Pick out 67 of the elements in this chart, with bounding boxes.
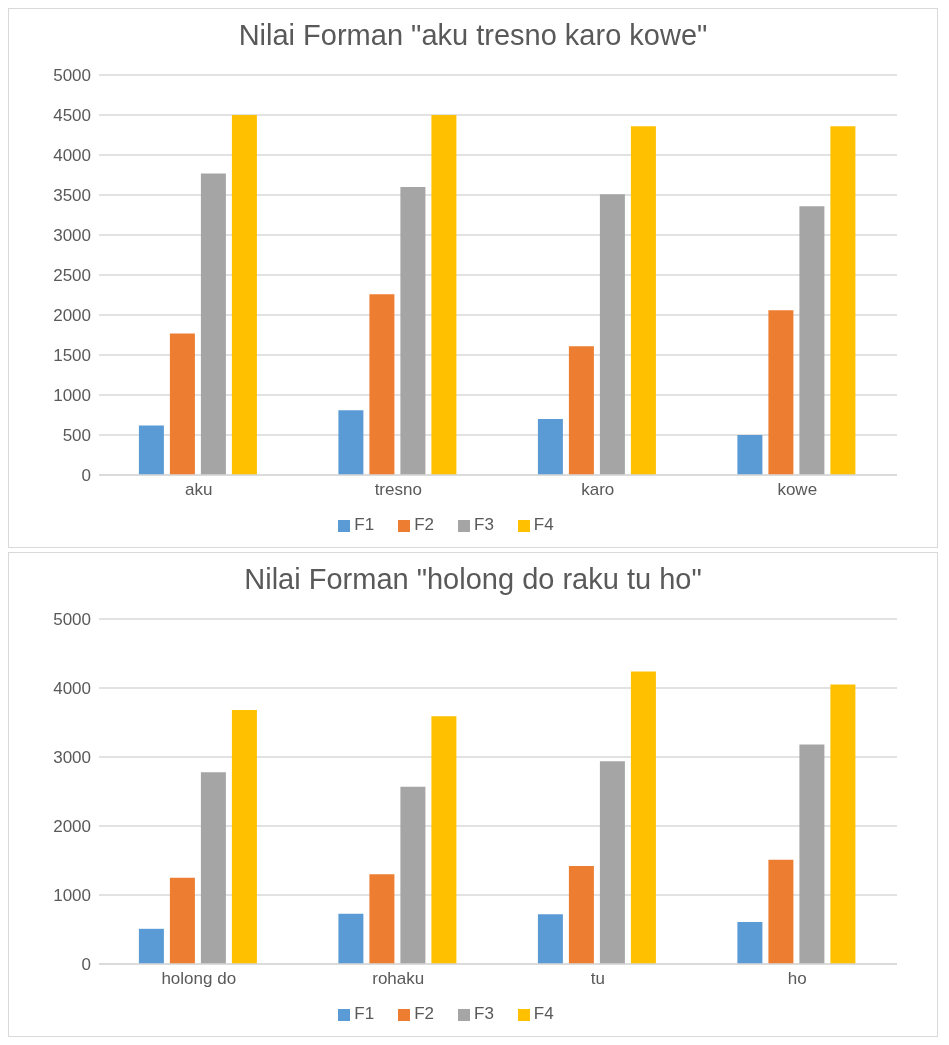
- y-tick-label: 3000: [53, 748, 91, 768]
- y-tick-label: 1000: [53, 386, 91, 406]
- bar: [537, 419, 563, 475]
- y-tick-label: 1000: [53, 886, 91, 906]
- x-tick-label: rohaku: [372, 969, 425, 989]
- bar: [169, 333, 195, 475]
- y-tick-label: 2000: [53, 817, 91, 837]
- bar: [369, 874, 395, 964]
- bar: [830, 126, 856, 475]
- x-tick-label: karo: [581, 480, 615, 500]
- y-tick-label: 5000: [53, 610, 91, 630]
- legend-label: F1: [354, 1004, 375, 1023]
- y-tick-label: 0: [81, 466, 91, 486]
- y-tick-label: 2000: [53, 306, 91, 326]
- bar: [431, 716, 457, 964]
- bar: [737, 435, 763, 475]
- y-tick-label: 0: [81, 955, 91, 975]
- bar: [200, 772, 226, 964]
- y-tick-label: 4000: [53, 679, 91, 699]
- x-tick-label: tresno: [374, 480, 422, 500]
- y-tick-label: 2500: [53, 266, 91, 286]
- legend-label: F4: [533, 1004, 554, 1023]
- y-tick-label: 3000: [53, 226, 91, 246]
- bar: [138, 425, 164, 475]
- x-tick-label: kowe: [777, 480, 818, 500]
- x-tick-label: tu: [590, 969, 605, 989]
- bar: [138, 928, 164, 964]
- legend-label: F2: [414, 1004, 434, 1023]
- legend-label: F3: [474, 515, 494, 534]
- bar: [200, 173, 226, 475]
- legend-label: F1: [354, 515, 375, 534]
- bar: [231, 115, 257, 475]
- bar: [568, 346, 594, 475]
- chart-title: Nilai Forman "aku tresno karo kowe": [237, 18, 709, 53]
- bar: [169, 877, 195, 964]
- bar: [830, 684, 856, 964]
- bar: [737, 921, 763, 964]
- x-tick-label: aku: [185, 480, 213, 500]
- y-tick-label: 4500: [53, 106, 91, 126]
- bar: [630, 126, 656, 475]
- bar: [400, 187, 426, 475]
- y-tick-label: 500: [62, 426, 91, 446]
- bar: [599, 761, 625, 964]
- bar: [537, 914, 563, 964]
- bar: [568, 866, 594, 964]
- bar: [369, 294, 395, 475]
- legend-label: F2: [414, 515, 434, 534]
- bar: [338, 410, 364, 475]
- bar: [338, 913, 364, 964]
- y-tick-label: 5000: [53, 66, 91, 86]
- x-tick-label: ho: [787, 969, 807, 989]
- bar: [231, 710, 257, 964]
- x-tick-label: holong do: [161, 969, 237, 989]
- legend-label: F3: [474, 1004, 494, 1023]
- bar: [799, 206, 825, 475]
- bar: [599, 194, 625, 475]
- y-tick-label: 4000: [53, 146, 91, 166]
- y-tick-label: 1500: [53, 346, 91, 366]
- bar: [799, 744, 825, 964]
- legend-label: F4: [533, 515, 554, 534]
- bar: [431, 115, 457, 475]
- y-tick-label: 3500: [53, 186, 91, 206]
- chart-title: Nilai Forman "holong do raku tu ho": [243, 562, 703, 597]
- bar: [768, 859, 794, 964]
- bar: [768, 310, 794, 475]
- bar: [400, 786, 426, 964]
- bar: [630, 671, 656, 964]
